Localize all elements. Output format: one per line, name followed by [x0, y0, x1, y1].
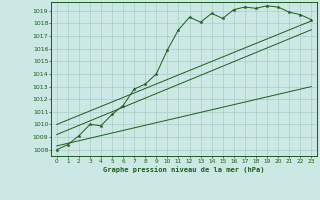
X-axis label: Graphe pression niveau de la mer (hPa): Graphe pression niveau de la mer (hPa) [103, 166, 265, 173]
